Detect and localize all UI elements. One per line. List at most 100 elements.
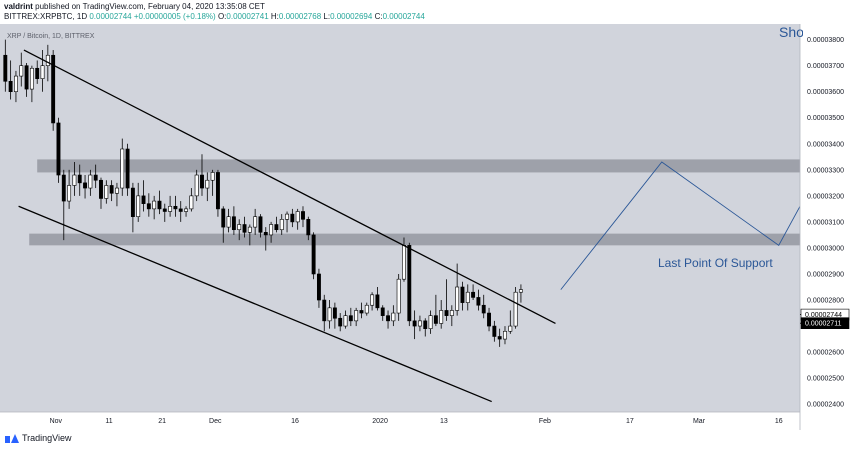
price-labels: 0.00002744 0.00002711 [800,308,850,330]
candle [226,208,231,233]
candle [88,169,93,196]
candle-body [136,195,141,217]
candle [24,63,29,97]
candle-body [348,315,353,322]
author[interactable]: valdrint [4,2,33,11]
time-axis-ticks: Nov 11 21 Dec 16 2020 13 Feb 17 Mar 16 [50,418,783,425]
price-tick-label: 0.00003100 [807,219,844,226]
price-tick-label: 0.00003700 [807,63,844,70]
candle [93,164,98,189]
candle [497,328,502,347]
candle-body [316,273,321,301]
candle-body [497,336,502,340]
candle-body [449,310,454,316]
price-tick-label: 0.00003400 [807,141,844,148]
candle-body [332,307,337,319]
candle [487,307,491,332]
candle [301,206,305,228]
low-value: 0.00002694 [330,12,373,21]
trendline [18,205,492,403]
candle [354,307,359,327]
candle-body [120,148,125,189]
candle-body [205,179,210,189]
candle [104,180,109,204]
candle [210,169,215,196]
candle [72,162,77,196]
candle-body [465,291,470,303]
candle [364,302,369,316]
candle-body [417,320,422,327]
candle-body [263,232,268,236]
candle-body [152,200,157,210]
candle-body [130,187,135,217]
candle-body [285,213,289,220]
plot-area[interactable] [0,24,800,412]
candle-body [72,174,77,186]
candle [417,315,422,332]
candle [370,292,375,311]
candle [513,287,518,329]
price-tick-label: 0.00003000 [807,245,844,252]
price-label-box [800,317,850,330]
candle-body [125,148,130,189]
price-tick-label: 0.00003800 [807,37,844,44]
open-label: O: [217,12,227,21]
published-info: valdrint published on TradingView.com, F… [4,2,265,11]
candle-body [380,307,385,316]
candle-body [391,312,396,322]
candle-body [311,234,316,275]
candle-body [518,289,523,293]
low-label: L: [323,12,331,21]
candle [338,313,343,332]
candle [306,216,311,241]
candle-body [279,219,284,231]
candle-body [492,325,497,337]
candle [503,326,507,345]
candle-body [173,205,178,210]
candle-body [99,179,103,199]
candle [189,188,194,212]
candle-body [88,174,93,189]
candle-body [412,320,417,327]
candle [35,60,40,84]
candle [327,300,332,329]
time-tick-label: Feb [539,418,551,425]
price-axis-ticks: 0.00003800 0.00003700 0.00003600 0.00003500… [807,37,844,409]
high-label: H: [270,12,279,21]
candle [3,39,8,92]
candle [412,310,417,340]
candle-body [157,200,162,210]
candle-body [247,226,252,233]
close-label: C: [374,12,383,21]
candle-body [226,216,231,228]
time-tick-label: Dec [209,418,222,425]
tradingview-logo[interactable]: TradingView [5,433,72,443]
candle-body [396,278,401,314]
candle [173,195,178,217]
candle [56,117,61,183]
candle [162,203,167,222]
time-tick-label: 21 [158,418,166,425]
price-tick-label: 0.00003300 [807,167,844,174]
brand-name: TradingView [22,433,72,443]
candle [295,208,300,230]
candle-body [141,195,146,204]
price-axis[interactable] [800,24,850,430]
time-tick-label: 16 [775,418,783,425]
candle [476,289,481,311]
candle-body [237,224,242,231]
candle-body [104,185,109,199]
candle [433,294,438,327]
candle-body [269,224,274,236]
candle-body [29,67,34,90]
candle-body [481,304,486,314]
symbol-interval[interactable]: BITTREX:XRPBTC, 1D [4,12,88,21]
projection-line [560,161,801,290]
candle-body [274,224,279,231]
candle-body [93,174,98,181]
price-tick-label: 0.00003500 [807,115,844,122]
time-axis[interactable] [0,412,800,430]
candle-body [45,54,50,66]
open-value: 0.00002741 [226,12,269,21]
